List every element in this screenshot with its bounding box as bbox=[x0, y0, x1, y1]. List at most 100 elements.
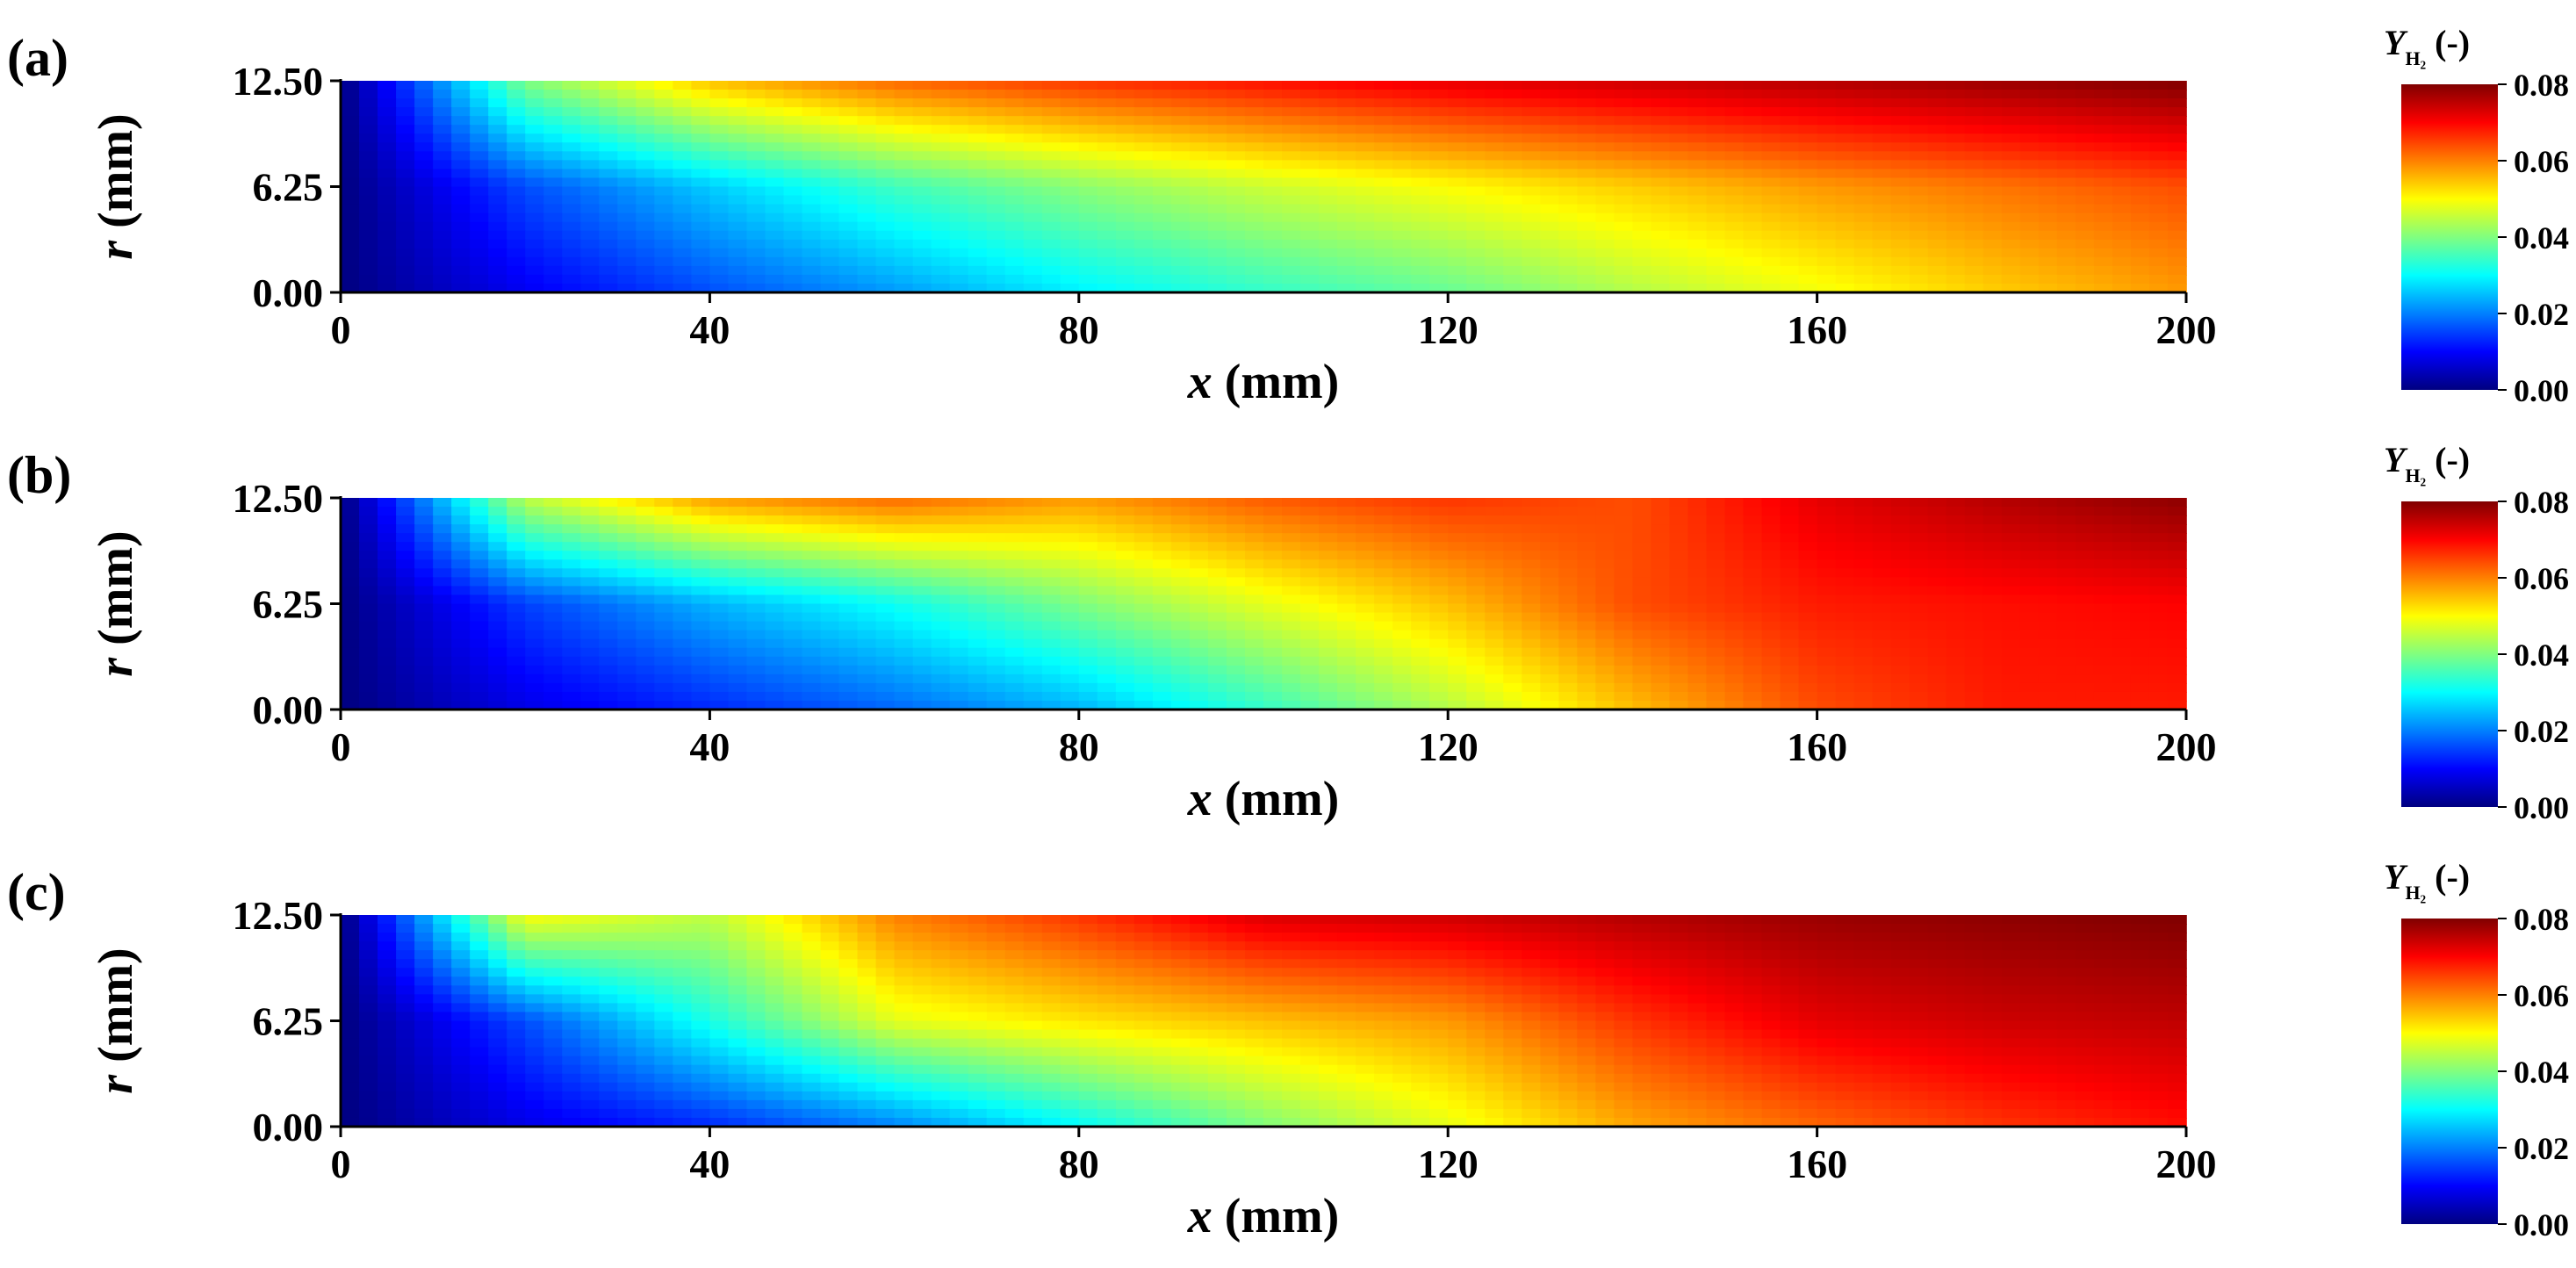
heatmap-cell bbox=[1374, 542, 1393, 552]
heatmap-cell bbox=[931, 151, 951, 162]
heatmap-cell bbox=[525, 621, 545, 631]
heatmap-cell bbox=[1374, 647, 1393, 658]
heatmap-cell bbox=[1337, 594, 1356, 605]
heatmap-cell bbox=[857, 515, 877, 525]
heatmap-cell bbox=[2130, 256, 2150, 267]
heatmap-cell bbox=[1207, 647, 1227, 658]
heatmap-cell bbox=[1207, 133, 1227, 144]
heatmap-cell bbox=[986, 674, 1006, 684]
heatmap-cell bbox=[2112, 151, 2132, 162]
heatmap-cell bbox=[673, 230, 693, 241]
heatmap-cell bbox=[470, 81, 489, 90]
heatmap-cell bbox=[580, 630, 601, 640]
heatmap-cell bbox=[1872, 221, 1892, 232]
heatmap-cell bbox=[1429, 700, 1449, 710]
heatmap-cell bbox=[1170, 142, 1191, 153]
heatmap-cell bbox=[341, 924, 360, 933]
heatmap-cell bbox=[1115, 274, 1135, 285]
heatmap-cell bbox=[2038, 524, 2058, 534]
heatmap-cell bbox=[2112, 674, 2132, 684]
heatmap-cell bbox=[1743, 498, 1763, 508]
heatmap-cell bbox=[2112, 116, 2132, 126]
heatmap-cell bbox=[1466, 107, 1486, 117]
heatmap-cell bbox=[1170, 116, 1191, 126]
heatmap-cell bbox=[1078, 498, 1098, 508]
heatmap-cell bbox=[1780, 90, 1800, 99]
heatmap-cell bbox=[1890, 594, 1910, 605]
heatmap-cell bbox=[2001, 603, 2021, 614]
heatmap-cell bbox=[1115, 691, 1135, 702]
heatmap-cell bbox=[1207, 551, 1227, 561]
heatmap-cell bbox=[396, 160, 415, 170]
heatmap-cell bbox=[1023, 568, 1043, 579]
heatmap-cell bbox=[654, 551, 674, 561]
heatmap-cell bbox=[1964, 107, 1984, 117]
heatmap-cell bbox=[1853, 691, 1874, 702]
heatmap-cell bbox=[2093, 524, 2113, 534]
heatmap-cell bbox=[525, 204, 545, 214]
heatmap-cell bbox=[1060, 559, 1080, 570]
heatmap-cell bbox=[1687, 107, 1708, 117]
heatmap-cell bbox=[1780, 612, 1800, 623]
heatmap-cell bbox=[1429, 630, 1449, 640]
heatmap-cell bbox=[488, 133, 507, 144]
heatmap-cell bbox=[986, 594, 1006, 605]
heatmap-cell bbox=[1835, 274, 1855, 285]
heatmap-cell bbox=[1890, 81, 1910, 90]
heatmap-cell bbox=[1374, 594, 1393, 605]
heatmap-cell bbox=[636, 274, 656, 285]
heatmap-cell bbox=[728, 568, 748, 579]
heatmap-cell bbox=[2001, 142, 2021, 153]
heatmap-cell bbox=[617, 551, 637, 561]
heatmap-cell bbox=[1946, 559, 1966, 570]
heatmap-cell bbox=[1724, 169, 1745, 179]
heatmap-cell bbox=[1798, 125, 1818, 135]
heatmap-cell bbox=[1152, 177, 1172, 188]
heatmap-field bbox=[341, 915, 2187, 1128]
heatmap-cell bbox=[1448, 559, 1468, 570]
heatmap-cell bbox=[1651, 691, 1671, 702]
heatmap-cell bbox=[507, 665, 526, 675]
heatmap-cell bbox=[1503, 239, 1523, 249]
heatmap-cell bbox=[1577, 638, 1597, 649]
heatmap-cell bbox=[838, 116, 859, 126]
heatmap-cell bbox=[1632, 116, 1652, 126]
heatmap-cell bbox=[1558, 674, 1579, 684]
heatmap-cell bbox=[1004, 515, 1025, 525]
heatmap-cell bbox=[838, 656, 859, 666]
heatmap-cell bbox=[783, 656, 803, 666]
heatmap-cell bbox=[1282, 204, 1301, 214]
heatmap-cell bbox=[1982, 204, 2003, 214]
heatmap-cell bbox=[451, 924, 471, 933]
heatmap-cell bbox=[617, 90, 637, 99]
heatmap-cell bbox=[1577, 577, 1597, 587]
heatmap-cell bbox=[543, 647, 564, 658]
heatmap-cell bbox=[2093, 283, 2113, 293]
heatmap-cell bbox=[949, 647, 969, 658]
heatmap-cell bbox=[2038, 559, 2058, 570]
heatmap-cell bbox=[2167, 230, 2187, 241]
heatmap-cell bbox=[1503, 656, 1523, 666]
heatmap-cell bbox=[1651, 81, 1671, 90]
heatmap-cell bbox=[1595, 915, 1615, 925]
heatmap-cell bbox=[2148, 647, 2169, 658]
heatmap-cell bbox=[1060, 586, 1080, 596]
heatmap-cell bbox=[525, 98, 545, 108]
heatmap-cell bbox=[894, 621, 914, 631]
heatmap-cell bbox=[1429, 151, 1449, 162]
heatmap-cell bbox=[1503, 577, 1523, 587]
heatmap-cell bbox=[1448, 213, 1468, 223]
heatmap-cell bbox=[414, 559, 434, 570]
heatmap-cell bbox=[1946, 603, 1966, 614]
heatmap-cell bbox=[2148, 221, 2169, 232]
heatmap-cell bbox=[1964, 142, 1984, 153]
heatmap-cell bbox=[949, 630, 969, 640]
heatmap-cell bbox=[1282, 107, 1301, 117]
heatmap-cell bbox=[2019, 559, 2040, 570]
heatmap-cell bbox=[433, 559, 452, 570]
heatmap-cell bbox=[414, 204, 434, 214]
heatmap-cell bbox=[543, 98, 564, 108]
heatmap-cell bbox=[1004, 647, 1025, 658]
heatmap-cell bbox=[1964, 195, 1984, 205]
heatmap-cell bbox=[1651, 169, 1671, 179]
